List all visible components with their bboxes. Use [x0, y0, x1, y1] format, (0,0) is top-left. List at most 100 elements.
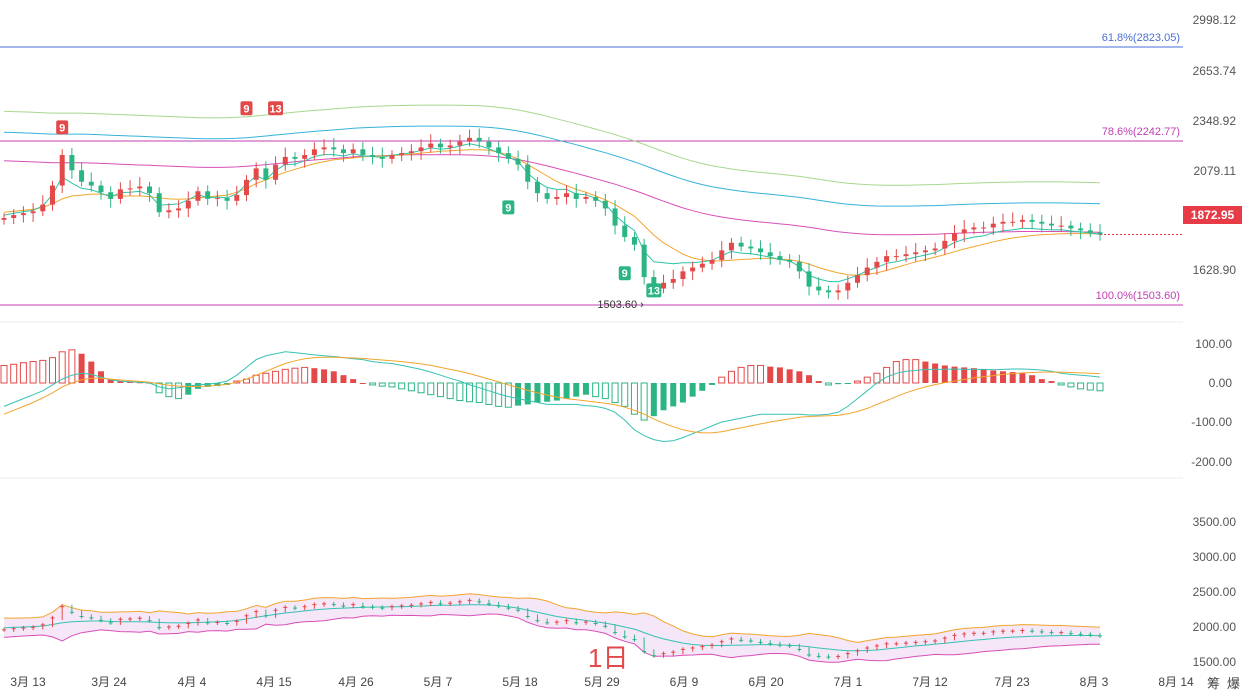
candle-body: [49, 185, 55, 205]
macd-histogram-bar: [359, 383, 366, 384]
candle-body: [855, 275, 861, 283]
macd-histogram-bar: [611, 382, 619, 403]
macd-histogram-bar: [806, 375, 813, 383]
candle-body: [515, 158, 521, 165]
macd-histogram-bar: [524, 383, 531, 405]
candle-body: [496, 147, 502, 154]
x-axis-tick: 7月 1: [834, 675, 863, 689]
candle-body: [1000, 221, 1006, 224]
candle-body: [292, 156, 298, 159]
macd-histogram-bar: [117, 381, 124, 383]
candle-body: [942, 240, 948, 249]
macd-y-tick: 0.00: [1209, 376, 1233, 390]
price-y-tick: 1628.90: [1193, 263, 1237, 277]
candle-body: [884, 256, 890, 262]
low-price-marker: 1503.60 ›: [597, 299, 644, 311]
x-axis-tick: 6月 20: [748, 675, 784, 689]
candle-body: [486, 141, 492, 148]
candle-body: [1058, 225, 1064, 227]
candle-body: [573, 193, 579, 199]
candle-body: [273, 164, 279, 180]
macd-histogram-bar: [485, 382, 493, 405]
candle-body: [787, 259, 793, 262]
macd-histogram-bar: [378, 382, 386, 387]
x-axis-tick: 6月 9: [670, 675, 699, 689]
candle-body: [98, 185, 104, 193]
candle-body: [748, 246, 754, 249]
candle-body: [389, 155, 395, 159]
macd-histogram-bar: [1086, 382, 1094, 391]
macd-histogram-bar: [544, 383, 551, 402]
macd-histogram-bar: [835, 383, 842, 385]
candle-body: [990, 223, 996, 228]
candle-body: [903, 254, 909, 257]
candle-body: [777, 256, 783, 260]
chip-distribution-button[interactable]: 筹: [1207, 676, 1221, 691]
macd-histogram-bar: [321, 369, 328, 383]
x-axis-tick: 5月 7: [424, 675, 453, 689]
td-sequential-badge: [56, 120, 69, 135]
price-y-tick: 2348.92: [1193, 114, 1237, 128]
macd-histogram-bar: [0, 364, 8, 384]
macd-histogram-bar: [291, 367, 299, 384]
candle-body: [952, 233, 958, 241]
candle-body: [321, 147, 327, 150]
candle-body: [593, 196, 599, 201]
x-axis-tick: 5月 18: [502, 675, 538, 689]
macd-histogram-bar: [824, 382, 832, 386]
period-label[interactable]: 1日: [588, 643, 629, 673]
candle-body: [69, 155, 75, 171]
macd-histogram-bar: [951, 366, 958, 383]
candle-body: [612, 208, 618, 226]
candle-body: [205, 191, 211, 199]
td-sequential-label: 9: [243, 103, 249, 115]
macd-histogram-bar: [417, 382, 425, 394]
candle-body: [525, 164, 531, 182]
candle-body: [127, 188, 133, 190]
macd-histogram-bar: [233, 380, 241, 384]
macd-histogram-bar: [796, 371, 803, 383]
candle-body: [1010, 221, 1016, 223]
candle-body: [40, 204, 46, 212]
candle-body: [1049, 223, 1055, 226]
candle-body: [913, 252, 919, 255]
macd-histogram-bar: [582, 383, 589, 395]
macd-histogram-bar: [601, 382, 609, 400]
candle-body: [864, 267, 870, 276]
candle-body: [806, 271, 812, 287]
macd-histogram-bar: [854, 380, 862, 384]
candle-body: [214, 197, 220, 199]
macd-y-tick: -200.00: [1191, 455, 1232, 469]
macd-histogram-bar: [475, 382, 483, 403]
ma-line-ema: [3, 143, 1101, 283]
macd-histogram-bar: [1067, 382, 1075, 388]
macd-histogram-bar: [640, 382, 648, 421]
candle-body: [360, 149, 366, 156]
macd-histogram-bar: [1038, 379, 1045, 383]
candle-body: [20, 213, 26, 216]
candle-body: [457, 141, 463, 146]
macd-histogram-bar: [107, 379, 114, 383]
td-sequential-badge: [502, 200, 515, 215]
macd-histogram-bar: [68, 349, 76, 384]
bollinger-y-tick: 3000.00: [1193, 550, 1237, 564]
candle-body: [680, 271, 686, 279]
macd-histogram-bar: [175, 382, 183, 400]
liquidation-button[interactable]: 爆: [1227, 676, 1241, 691]
candle-body: [467, 137, 473, 142]
macd-histogram-bar: [1077, 382, 1085, 390]
candle-body: [505, 153, 511, 159]
macd-histogram-bar: [350, 379, 357, 383]
candle-body: [137, 186, 143, 189]
td-sequential-badge: [646, 283, 662, 298]
macd-histogram-bar: [78, 353, 85, 383]
candle-body: [583, 196, 589, 199]
price-y-tick: 2079.11: [1194, 164, 1237, 178]
candle-body: [311, 149, 317, 156]
bollinger-y-tick: 2000.00: [1193, 620, 1237, 634]
bollinger-lower-line: [3, 613, 1100, 663]
candle-body: [796, 261, 802, 272]
candle-body: [981, 227, 987, 229]
